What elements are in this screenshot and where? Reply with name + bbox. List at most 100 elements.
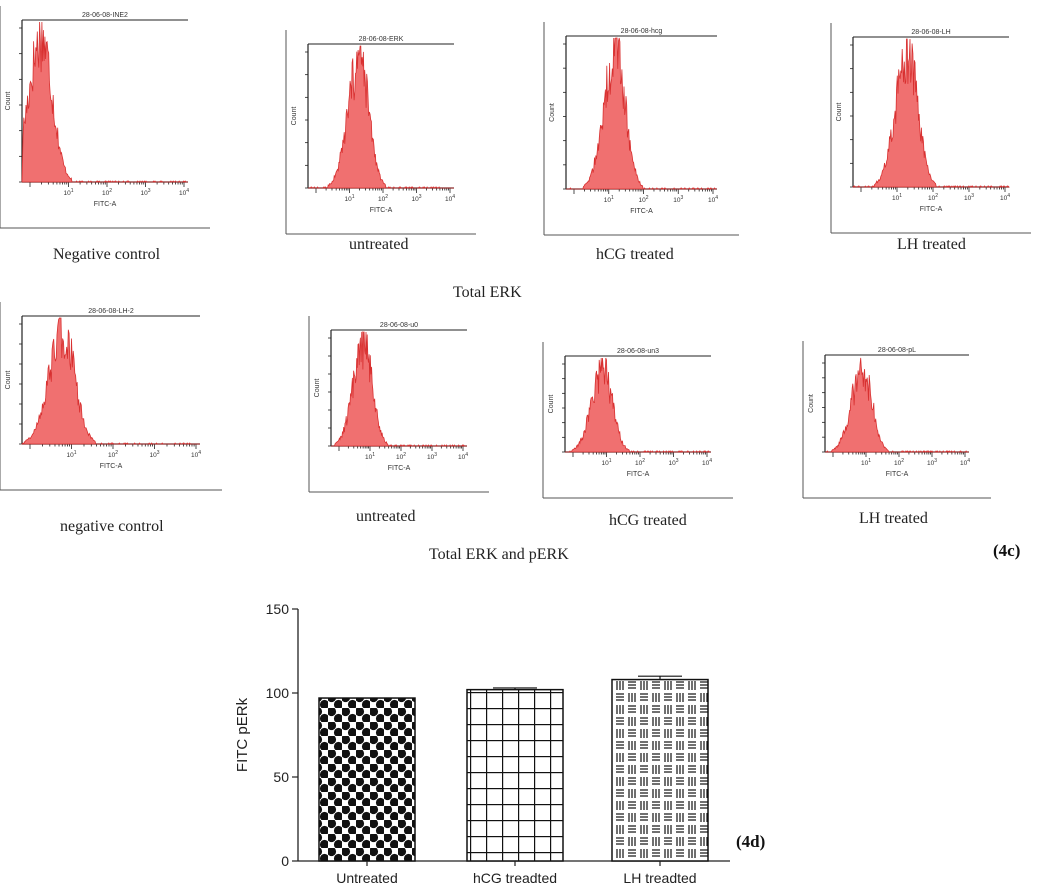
x-tick-label: 101 <box>344 194 354 203</box>
y-axis-label: Count <box>836 103 843 122</box>
y-axis-label: FITC pERk <box>234 697 251 772</box>
x-tick-label: 103 <box>673 195 683 204</box>
x-tick-label: 101 <box>604 195 614 204</box>
histogram-title: 28-06-08-un3 <box>617 348 659 355</box>
x-tick-label: 104 <box>445 194 455 203</box>
histogram-title: 28-06-08-LH <box>911 29 950 36</box>
x-tick-label: 101 <box>892 193 902 202</box>
x-tick-label: 104 <box>702 458 712 467</box>
y-axis-label: Count <box>314 379 321 398</box>
y-axis-label: Count <box>549 103 556 122</box>
x-axis-label: FITC-A <box>920 206 943 213</box>
y-axis-label: Count <box>808 394 815 413</box>
histogram-plot: 28-06-08-un3 Count 101 102 103 104 FITC-A <box>542 342 733 499</box>
histogram-distribution <box>852 38 1011 188</box>
histogram-row2-lh-treated: 28-06-08-pL Count 101 102 103 104 FITC-A <box>802 341 991 499</box>
x-axis-label: FITC-A <box>627 471 650 478</box>
x-axis-label: FITC-A <box>630 208 653 215</box>
y-axis-label: Count <box>548 395 555 414</box>
caption-row2-negative-control: negative control <box>60 518 164 535</box>
y-axis-label: Count <box>5 371 12 390</box>
x-tick-label: 102 <box>928 193 938 202</box>
histogram-plot: 28-06-08-hcg Count 101 102 103 104 FITC-A <box>543 22 739 236</box>
histogram-row2-hcg-treated: 28-06-08-un3 Count 101 102 103 104 FITC-A <box>542 342 733 499</box>
x-axis-label: FITC-A <box>100 463 123 470</box>
x-tick-label: 103 <box>927 458 937 467</box>
x-tick-label: 104 <box>191 450 201 459</box>
x-tick-label: 101 <box>63 188 73 197</box>
caption-row1-lh-treated: LH treated <box>897 236 966 253</box>
histogram-distribution <box>565 357 711 453</box>
x-tick-label: 102 <box>894 458 904 467</box>
x-tick-label: 104 <box>179 188 189 197</box>
histogram-title: 28-06-08-pL <box>878 347 916 354</box>
x-tick-label: 104 <box>960 458 970 467</box>
histogram-title: 28-06-08-hcg <box>621 28 663 35</box>
caption-row1-hcg-treated: hCG treated <box>596 246 674 263</box>
x-tick-label: 101 <box>861 458 871 467</box>
caption-row2-lh-treated: LH treated <box>859 510 928 527</box>
histogram-row1-hcg-treated: 28-06-08-hcg Count 101 102 103 104 FITC-A <box>543 22 739 236</box>
histogram-plot: 28-06-08-LH-2 Count 101 102 103 104 FITC-A <box>0 302 222 491</box>
histogram-distribution <box>21 317 200 445</box>
x-tick-label: 101 <box>66 450 76 459</box>
x-axis-label: FITC-A <box>370 207 393 214</box>
section-title-total-erk-perk: Total ERK and pERK <box>429 546 569 563</box>
x-tick-label: 103 <box>668 458 678 467</box>
histogram-distribution <box>21 21 188 183</box>
section-title-total-erk: Total ERK <box>453 284 522 301</box>
x-tick-label: 101 <box>601 458 611 467</box>
x-tick-label: 102 <box>378 194 388 203</box>
x-tick-label: 103 <box>149 450 159 459</box>
x-axis-label: FITC-A <box>388 465 411 472</box>
histogram-row2-untreated: 28-06-08-u0 Count 101 102 103 104 FITC-A <box>308 316 489 493</box>
x-tick-label: 102 <box>108 450 118 459</box>
y-tick-label: 50 <box>273 769 289 785</box>
histogram-plot: 28-06-08-LH Count 101 102 103 104 FITC-A <box>830 23 1031 234</box>
x-tick-label: 102 <box>102 188 112 197</box>
x-tick-label: LH treadted <box>623 870 696 886</box>
caption-row1-untreated: untreated <box>349 236 409 253</box>
x-tick-label: 104 <box>708 195 718 204</box>
x-tick-label: 101 <box>365 452 375 461</box>
x-tick-label: 103 <box>411 194 421 203</box>
histogram-distribution <box>308 45 454 189</box>
x-tick-label: Untreated <box>336 870 397 886</box>
x-tick-label: 104 <box>458 452 468 461</box>
x-tick-label: hCG treadted <box>473 870 557 886</box>
histogram-distribution <box>566 37 717 190</box>
caption-row2-hcg-treated: hCG treated <box>609 512 687 529</box>
histogram-row1-negative-control: 28-06-08-INE2 Count 101 102 103 104 FITC-A <box>0 6 210 229</box>
x-tick-label: 102 <box>635 458 645 467</box>
histogram-plot: 28-06-08-ERK Count 101 102 103 104 FITC-A <box>285 30 476 235</box>
figure-label-4d: (4d) <box>736 832 766 851</box>
x-tick-label: 102 <box>396 452 406 461</box>
histogram-distribution <box>825 357 969 453</box>
histogram-plot: 28-06-08-u0 Count 101 102 103 104 FITC-A <box>308 316 489 493</box>
histogram-distribution <box>331 331 467 447</box>
x-axis-label: FITC-A <box>94 201 117 208</box>
histogram-row2-negative-control: 28-06-08-LH-2 Count 101 102 103 104 FITC-A <box>0 302 222 491</box>
histogram-row1-lh-treated: 28-06-08-LH Count 101 102 103 104 FITC-A <box>830 23 1031 234</box>
y-tick-label: 0 <box>281 853 289 869</box>
x-axis-label: FITC-A <box>886 471 909 478</box>
histogram-title: 28-06-08-INE2 <box>82 12 128 19</box>
x-tick-label: 102 <box>638 195 648 204</box>
bar-lh-treadted <box>611 678 709 862</box>
y-axis-label: Count <box>291 107 298 126</box>
x-tick-label: 103 <box>140 188 150 197</box>
x-tick-label: 104 <box>1000 193 1010 202</box>
y-tick-label: 150 <box>266 601 290 617</box>
y-tick-label: 100 <box>266 685 290 701</box>
caption-row1-negative-control: Negative control <box>53 246 161 263</box>
x-tick-label: 103 <box>964 193 974 202</box>
bar-hcg-treadted <box>466 688 564 862</box>
y-axis-label: Count <box>5 92 12 111</box>
histogram-title: 28-06-08-LH-2 <box>88 308 134 315</box>
histogram-plot: 28-06-08-pL Count 101 102 103 104 FITC-A <box>802 341 991 499</box>
bar-untreated <box>318 697 416 862</box>
histogram-row1-untreated: 28-06-08-ERK Count 101 102 103 104 FITC-A <box>285 30 476 235</box>
histogram-plot: 28-06-08-INE2 Count 101 102 103 104 FITC-A <box>0 6 210 229</box>
histogram-title: 28-06-08-ERK <box>359 36 404 43</box>
caption-row2-untreated: untreated <box>356 508 416 525</box>
